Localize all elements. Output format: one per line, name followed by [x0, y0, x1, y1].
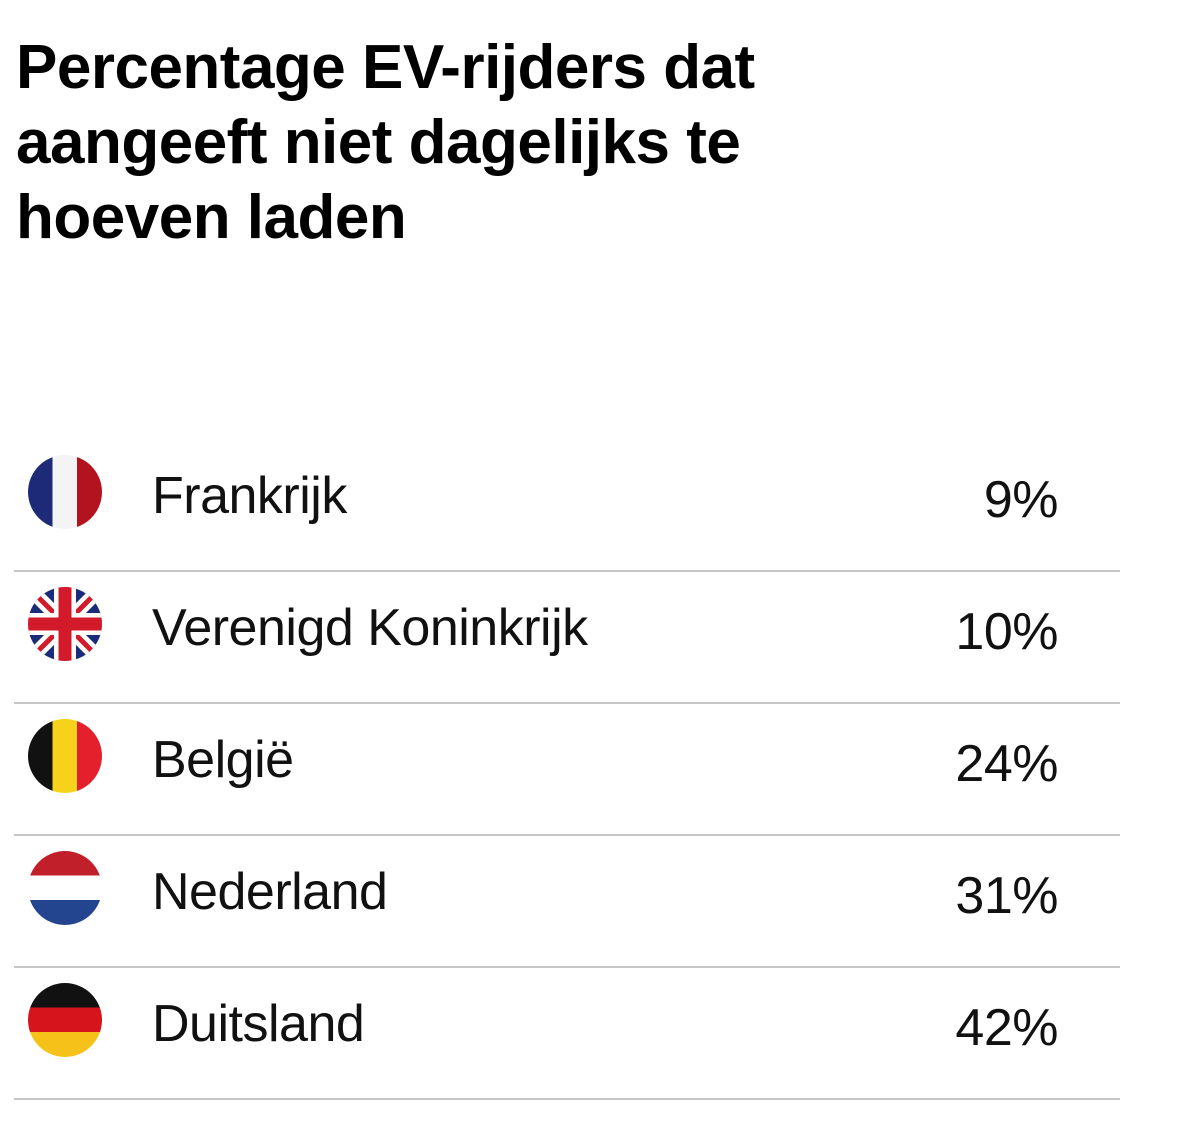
- uk-flag-icon: [28, 587, 102, 661]
- flag-stripe: [28, 900, 102, 925]
- germany-flag-icon: [28, 983, 102, 1057]
- flag-stripe: [28, 1032, 102, 1057]
- table-row: Duitsland 42%: [14, 968, 1120, 1100]
- value-label: 24%: [955, 735, 1058, 793]
- country-label: Verenigd Koninkrijk: [152, 599, 588, 657]
- value-label: 9%: [983, 471, 1059, 529]
- value-label: 42%: [955, 999, 1058, 1057]
- flag-stripe: [52, 455, 78, 529]
- flag-stripe: [77, 719, 102, 793]
- table-row: Nederland 31%: [14, 836, 1120, 968]
- table-row: Frankrijk 9%: [14, 440, 1120, 572]
- france-flag-icon: [28, 455, 102, 529]
- chart-title: Percentage EV-rijders dat aangeeft niet …: [16, 33, 755, 252]
- table-row: België 24%: [14, 704, 1120, 836]
- flag-stripe: [28, 983, 102, 1008]
- table-row: Verenigd Koninkrijk 10%: [14, 572, 1120, 704]
- flag-stripe: [28, 875, 102, 901]
- country-label: Duitsland: [152, 995, 365, 1053]
- country-label: Frankrijk: [152, 467, 347, 525]
- value-label: 31%: [955, 867, 1058, 925]
- value-label: 10%: [955, 603, 1058, 661]
- flag-cross-red: [28, 587, 102, 661]
- netherlands-flag-icon: [28, 851, 102, 925]
- flag-stripe: [28, 851, 102, 876]
- flag-stripe: [28, 719, 53, 793]
- flag-stripe: [52, 719, 78, 793]
- country-table: Frankrijk 9% Verenigd Koninkrijk 10%: [14, 440, 1120, 1100]
- flag-stripe: [77, 455, 102, 529]
- flag-stripe: [28, 1007, 102, 1033]
- flag-stripe: [28, 455, 53, 529]
- country-label: Nederland: [152, 863, 388, 921]
- country-label: België: [152, 731, 294, 789]
- belgium-flag-icon: [28, 719, 102, 793]
